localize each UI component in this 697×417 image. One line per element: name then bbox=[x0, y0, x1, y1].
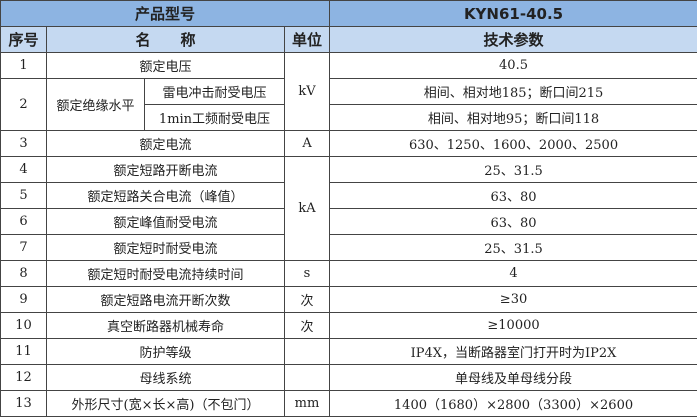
table-row: 13 外形尺寸(宽×长×高)（不包门） mm 1400（1680）×2800（3… bbox=[0, 390, 697, 417]
row-value: 1400（1680）×2800（3300）×2600 bbox=[329, 390, 697, 417]
row-name: 母线系统 bbox=[46, 364, 285, 391]
table-row: 1min工频耐受电压 相间、相对地95；断口间118 bbox=[1, 104, 697, 131]
row-unit: kV bbox=[283, 52, 331, 131]
row-no: 6 bbox=[0, 208, 47, 235]
row-name: 额定电流 bbox=[46, 130, 285, 157]
row-unit: kA bbox=[283, 156, 331, 261]
row-no: 3 bbox=[0, 130, 47, 157]
row-value: 单母线及单母线分段 bbox=[329, 364, 697, 391]
row-no: 7 bbox=[0, 234, 47, 261]
row-name: 真空断路器机械寿命 bbox=[46, 312, 285, 339]
row-no: 1 bbox=[0, 52, 47, 79]
row-unit: s bbox=[283, 260, 331, 287]
header-row-columns: 序号 名 称 单位 技术参数 bbox=[0, 26, 697, 53]
row-value: 4 bbox=[329, 260, 697, 287]
row-name: 防护等级 bbox=[46, 338, 285, 365]
row-unit bbox=[283, 338, 331, 365]
row-no: 11 bbox=[0, 338, 47, 365]
row-subname: 1min工频耐受电压 bbox=[144, 104, 285, 131]
col-unit-header: 单位 bbox=[283, 26, 331, 53]
row-name: 额定短路电流开断次数 bbox=[46, 286, 285, 313]
row-name: 额定峰值耐受电流 bbox=[46, 208, 285, 235]
row-no: 12 bbox=[0, 364, 47, 391]
table-row: 12 母线系统 单母线及单母线分段 bbox=[0, 364, 697, 391]
table-row: 11 防护等级 IP4X，当断路器室门打开时为IP2X bbox=[0, 338, 697, 365]
row-unit: 次 bbox=[283, 286, 331, 313]
table-row: 3 额定电流 A 630、1250、1600、2000、2500 bbox=[0, 130, 697, 157]
row-unit: mm bbox=[283, 390, 331, 417]
row-subname: 雷电冲击耐受电压 bbox=[144, 78, 285, 105]
row-no: 13 bbox=[0, 390, 47, 417]
table-row: 5 额定短路关合电流（峰值） 63、80 bbox=[0, 182, 697, 209]
table-row: 10 真空断路器机械寿命 次 ≥10000 bbox=[0, 312, 697, 339]
table-row: 7 额定短时耐受电流 25、31.5 bbox=[0, 234, 697, 261]
row-no: 5 bbox=[0, 182, 47, 209]
row-unit: 次 bbox=[283, 312, 331, 339]
row-unit bbox=[283, 364, 331, 391]
row-value: IP4X，当断路器室门打开时为IP2X bbox=[329, 338, 697, 365]
product-model-label: 产品型号 bbox=[0, 0, 331, 27]
col-param-header: 技术参数 bbox=[329, 26, 697, 53]
row-name: 额定电压 bbox=[46, 52, 285, 79]
row-value: 相间、相对地95；断口间118 bbox=[329, 104, 697, 131]
row-value: 630、1250、1600、2000、2500 bbox=[329, 130, 697, 157]
table-row: 4 额定短路开断电流 kA 25、31.5 bbox=[0, 156, 697, 261]
row-no: 2 bbox=[0, 78, 47, 131]
col-seq-header: 序号 bbox=[0, 26, 47, 53]
row-unit: A bbox=[283, 130, 331, 157]
row-name: 额定短路开断电流 bbox=[46, 156, 285, 183]
row-value: 25、31.5 bbox=[329, 234, 697, 261]
row-value: 63、80 bbox=[329, 208, 697, 235]
table-row: 6 额定峰值耐受电流 63、80 bbox=[0, 208, 697, 235]
col-name-header: 名 称 bbox=[46, 26, 285, 53]
row-value: 40.5 bbox=[329, 52, 697, 79]
row-no: 8 bbox=[0, 260, 47, 287]
table-row: 9 额定短路电流开断次数 次 ≥30 bbox=[0, 286, 697, 313]
row-value: ≥10000 bbox=[329, 312, 697, 339]
table-row: 2 额定绝缘水平 雷电冲击耐受电压 相间、相对地185；断口间215 bbox=[0, 78, 697, 131]
product-model-value: KYN61-40.5 bbox=[329, 0, 697, 27]
table-row: 8 额定短时耐受电流持续时间 s 4 bbox=[0, 260, 697, 287]
table-row: 1 额定电压 kV 40.5 bbox=[0, 52, 697, 131]
row-no: 4 bbox=[0, 156, 47, 183]
header-row-model: 产品型号 KYN61-40.5 bbox=[0, 0, 697, 27]
row-value: 相间、相对地185；断口间215 bbox=[329, 78, 697, 105]
row-no: 9 bbox=[0, 286, 47, 313]
row-value: 25、31.5 bbox=[329, 156, 697, 183]
row-value: 63、80 bbox=[329, 182, 697, 209]
row-name: 额定绝缘水平 bbox=[46, 78, 145, 131]
row-name: 额定短时耐受电流持续时间 bbox=[46, 260, 285, 287]
row-value: ≥30 bbox=[329, 286, 697, 313]
row-name: 外形尺寸(宽×长×高)（不包门） bbox=[46, 390, 285, 417]
row-name: 额定短路关合电流（峰值） bbox=[46, 182, 285, 209]
row-name: 额定短时耐受电流 bbox=[46, 234, 285, 261]
row-no: 10 bbox=[0, 312, 47, 339]
